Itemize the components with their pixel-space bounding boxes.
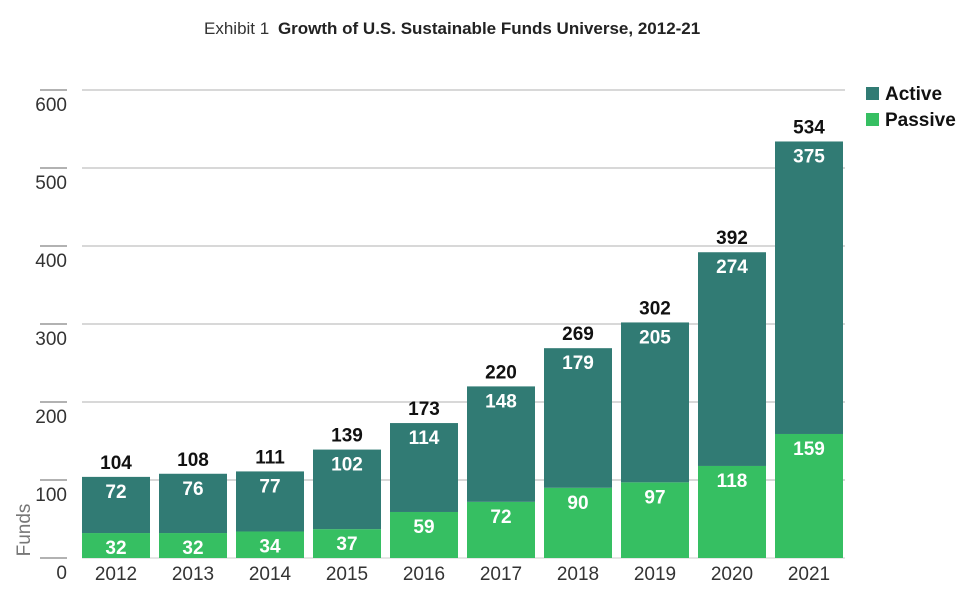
bar-value-label: 34 [259, 536, 281, 557]
bar-total-label: 220 [485, 362, 517, 383]
bar-active [236, 471, 304, 532]
bar-total-label: 269 [562, 324, 594, 345]
bar-active [82, 476, 150, 534]
bar-active [159, 473, 227, 534]
y-tick-label: 600 [35, 95, 67, 116]
x-tick-label: 2021 [788, 564, 830, 585]
chart-title-prefix: Exhibit 1 [204, 19, 269, 38]
bar-value-label: 102 [331, 455, 363, 476]
bar-value-label: 205 [639, 327, 671, 348]
legend-swatch-active [866, 87, 879, 100]
bar-value-label: 37 [336, 534, 357, 555]
x-tick-label: 2013 [172, 564, 214, 585]
x-tick-label: 2019 [634, 564, 676, 585]
bar-value-label: 97 [644, 487, 665, 508]
legend-label-active: Active [885, 84, 942, 105]
bar-value-label: 77 [259, 476, 280, 497]
bar-passive [159, 533, 227, 558]
bar-total-label: 104 [100, 453, 132, 474]
x-tick-label: 2020 [711, 564, 753, 585]
bar-value-label: 159 [793, 439, 825, 460]
x-tick-label: 2017 [480, 564, 522, 585]
chart-title: Exhibit 1 Growth of U.S. Sustainable Fun… [204, 19, 700, 38]
bar-value-label: 59 [413, 517, 434, 538]
x-tick-label: 2012 [95, 564, 137, 585]
bar-passive [390, 511, 458, 558]
x-tick-label: 2014 [249, 564, 292, 585]
bar-value-label: 76 [182, 479, 203, 500]
bar-passive [621, 482, 689, 558]
chart-title-main: Growth of U.S. Sustainable Funds Univers… [278, 19, 700, 38]
y-axis-label: Funds [14, 504, 35, 557]
bar-total-label: 108 [177, 450, 209, 471]
bar-value-label: 274 [716, 257, 748, 278]
x-tick-label: 2018 [557, 564, 599, 585]
bar-active [467, 386, 535, 502]
y-tick-label: 100 [35, 485, 67, 506]
bar-total-label: 139 [331, 426, 363, 447]
bar-active [698, 252, 766, 466]
x-tick-label: 2016 [403, 564, 445, 585]
bar-value-label: 32 [105, 538, 126, 559]
bar-passive [775, 433, 843, 558]
bar-value-label: 179 [562, 353, 594, 374]
y-tick-label: 300 [35, 329, 67, 350]
bar-value-label: 72 [105, 482, 126, 503]
bar-passive [467, 501, 535, 558]
bar-value-label: 148 [485, 391, 517, 412]
y-tick-label: 0 [56, 563, 67, 584]
bar-active [775, 141, 843, 434]
bar-value-label: 32 [182, 538, 203, 559]
bar-value-label: 114 [409, 428, 440, 449]
y-tick-label: 400 [35, 251, 67, 272]
bar-total-label: 302 [639, 298, 671, 319]
bar-passive [313, 529, 381, 558]
x-tick-label: 2015 [326, 564, 368, 585]
bar-value-label: 90 [567, 493, 588, 514]
bar-passive [236, 531, 304, 558]
bar-total-label: 111 [255, 447, 285, 468]
bar-passive [544, 487, 612, 558]
bar-value-label: 375 [793, 146, 825, 167]
y-tick-label: 500 [35, 173, 67, 194]
bar-total-label: 173 [408, 399, 440, 420]
bar-total-label: 392 [716, 228, 748, 249]
bar-total-label: 534 [793, 117, 825, 138]
y-tick-label: 200 [35, 407, 67, 428]
bar-value-label: 72 [490, 507, 511, 528]
bar-active [313, 449, 381, 530]
bar-active [621, 322, 689, 483]
bar-passive [82, 533, 150, 558]
bar-passive [698, 465, 766, 558]
legend-label-passive: Passive [885, 110, 956, 131]
legend-swatch-passive [866, 113, 879, 126]
bar-active [544, 348, 612, 488]
bar-value-label: 118 [717, 471, 748, 492]
bar-active [390, 423, 458, 512]
